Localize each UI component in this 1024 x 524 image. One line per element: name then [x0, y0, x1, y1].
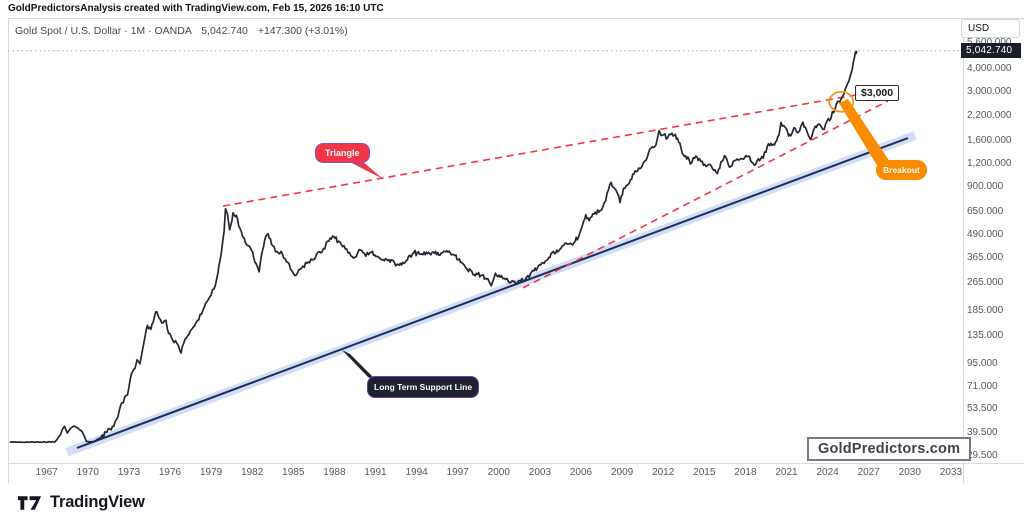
legend-change: +147.300	[257, 25, 302, 37]
chart-frame-top-border	[8, 18, 1024, 19]
price-tick-label: 490.000	[967, 228, 1004, 240]
time-axis-separator[interactable]	[8, 463, 1024, 464]
year-tick-label: 1997	[446, 467, 469, 478]
price-tick-label: 1,200.000	[967, 157, 1012, 169]
price-tick-label: 135.000	[967, 330, 1004, 342]
breakout-annotation-label[interactable]: Breakout	[876, 160, 927, 180]
triangle-annotation-label[interactable]: Triangle	[315, 143, 370, 163]
price-tick-label: 4,000.000	[967, 63, 1012, 75]
year-tick-label: 1991	[364, 467, 387, 478]
price-tick-label: 71.000	[967, 380, 998, 392]
year-tick-label: 1988	[323, 467, 346, 478]
year-tick-label: 2006	[569, 467, 593, 478]
time-axis[interactable]: 1967 1970 1973 1976 1979 1982 1985 1988 1991 1994…	[0, 467, 1024, 481]
price-tick-label: 900.000	[967, 180, 1004, 192]
breakout-circle	[828, 90, 855, 113]
year-tick-label: 2009	[610, 467, 634, 478]
year-tick-label: 2027	[857, 467, 880, 478]
year-tick-label: 2030	[898, 467, 921, 478]
price-tick-label: 650.000	[967, 206, 1004, 218]
current-price-badge[interactable]: 5,042.740	[961, 43, 1021, 59]
tradingview-logo-text: TradingView	[50, 493, 145, 511]
year-tick-label: 1982	[241, 467, 264, 478]
chart-frame-left-border	[8, 18, 9, 483]
year-tick-label: 2000	[487, 467, 510, 478]
price-tick-label: 95.000	[967, 357, 998, 369]
triangle-lower-trendline	[522, 100, 889, 289]
price-tick-label: 2,200.000	[967, 110, 1012, 122]
exchange-label: OANDA	[154, 25, 192, 37]
year-tick-label: 2003	[528, 467, 552, 478]
attribution-text: GoldPredictorsAnalysis created with Trad…	[8, 3, 384, 14]
goldpredictors-watermark: GoldPredictors.com	[807, 437, 972, 461]
tradingview-logo-icon	[18, 495, 42, 510]
legend-last-price: 5,042.740	[201, 25, 248, 37]
price-tick-label: 3,000.000	[967, 85, 1012, 97]
year-tick-label: 1985	[282, 467, 305, 478]
year-tick-label: 1970	[76, 467, 99, 478]
year-tick-label: 1979	[199, 467, 223, 478]
price-axis-separator[interactable]	[963, 18, 964, 483]
price-tick-label: 265.000	[967, 276, 1004, 288]
legend-separator: ·	[148, 25, 152, 37]
support-band	[65, 131, 917, 457]
price-target-label[interactable]: $3,000	[855, 85, 900, 101]
year-tick-label: 2024	[816, 467, 839, 478]
price-tick-label: 1,600.000	[967, 135, 1012, 147]
price-tick-label: 5,600.000	[967, 36, 1012, 48]
price-tick-label: 39.500	[967, 427, 998, 439]
symbol-legend[interactable]: Gold Spot / U.S. Dollar · 1M · OANDA 5,0…	[15, 25, 348, 37]
year-tick-label: 1973	[117, 467, 141, 478]
long-term-support-line	[76, 137, 909, 449]
year-tick-label: 1967	[35, 467, 58, 478]
year-tick-label: 2012	[652, 467, 675, 478]
price-tick-label: 29.500	[967, 450, 998, 462]
price-axis[interactable]: 5,600.000 4,000.000 3,000.000 2,200.000 1,60…	[967, 0, 1024, 524]
legend-change-pct: (+3.01%)	[304, 25, 348, 37]
symbol-name[interactable]: Gold Spot / U.S. Dollar	[15, 25, 122, 37]
price-tick-label: 365.000	[967, 251, 1004, 263]
legend-separator: ·	[124, 25, 128, 37]
year-tick-label: 1994	[405, 467, 428, 478]
support-line-annotation-label[interactable]: Long Term Support Line	[367, 376, 480, 398]
interval-label[interactable]: 1M	[130, 25, 146, 37]
year-tick-label: 1976	[158, 467, 182, 478]
year-tick-label: 2021	[775, 467, 798, 478]
tradingview-logo[interactable]: TradingView	[18, 493, 145, 512]
year-tick-label: 2033	[939, 467, 963, 478]
year-tick-label: 2015	[693, 467, 716, 478]
year-tick-label: 2018	[734, 467, 757, 478]
currency-unit-button[interactable]: USD	[961, 19, 1020, 38]
price-tick-label: 185.000	[967, 305, 1004, 317]
price-tick-label: 53.500	[967, 403, 998, 415]
